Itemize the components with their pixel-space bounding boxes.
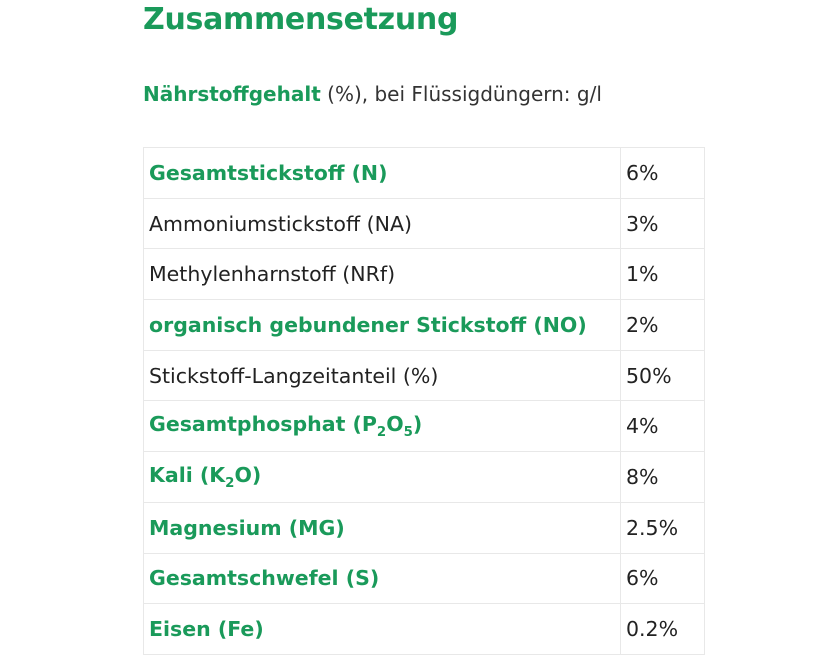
table-row: Gesamtphosphat (P2O5) 4% [143, 400, 705, 453]
nutrient-value: 4% [620, 400, 705, 453]
nutrient-value: 3% [620, 197, 705, 250]
table-row: Stickstoff-Langzeitanteil (%) 50% [143, 349, 705, 402]
nutrient-label: Ammoniumstickstoff (NA) [143, 197, 621, 250]
table-row: Eisen (Fe) 0.2% [143, 603, 705, 655]
table-row: Ammoniumstickstoff (NA) 3% [143, 197, 705, 250]
nutrient-value: 2.5% [620, 501, 705, 554]
subtitle: Nährstoffgehalt (%), bei Flüssigdüngern:… [143, 82, 602, 106]
nutrient-label: Kali (K2O) [143, 451, 621, 503]
nutrient-value: 50% [620, 349, 705, 402]
subtitle-rest: (%), bei Flüssigdüngern: g/l [320, 82, 602, 106]
table-row: Methylenharnstoff (NRf) 1% [143, 248, 705, 301]
nutrient-label: Eisen (Fe) [143, 603, 621, 655]
table-row: organisch gebundener Stickstoff (NO) 2% [143, 299, 705, 351]
nutrient-value: 6% [620, 552, 705, 605]
nutrient-value: 8% [620, 451, 705, 503]
page-title: Zusammensetzung [143, 2, 459, 37]
table-row: Magnesium (MG) 2.5% [143, 501, 705, 554]
nutrient-label: Methylenharnstoff (NRf) [143, 248, 621, 301]
nutrient-value: 2% [620, 299, 705, 351]
table-row: Gesamtstickstoff (N) 6% [143, 147, 705, 199]
nutrient-value: 6% [620, 147, 705, 199]
nutrient-label: Gesamtstickstoff (N) [143, 147, 621, 199]
nutrient-label: organisch gebundener Stickstoff (NO) [143, 299, 621, 351]
table-row: Kali (K2O) 8% [143, 451, 705, 503]
nutrient-value: 1% [620, 248, 705, 301]
nutrient-label: Stickstoff-Langzeitanteil (%) [143, 349, 621, 402]
nutrient-label: Magnesium (MG) [143, 501, 621, 554]
nutrient-table: Gesamtstickstoff (N) 6% Ammoniumstickstoff… [143, 147, 705, 655]
table-row: Gesamtschwefel (S) 6% [143, 552, 705, 605]
nutrient-value: 0.2% [620, 603, 705, 655]
nutrient-label: Gesamtschwefel (S) [143, 552, 621, 605]
nutrient-label: Gesamtphosphat (P2O5) [143, 400, 621, 453]
subtitle-bold: Nährstoffgehalt [143, 82, 321, 106]
